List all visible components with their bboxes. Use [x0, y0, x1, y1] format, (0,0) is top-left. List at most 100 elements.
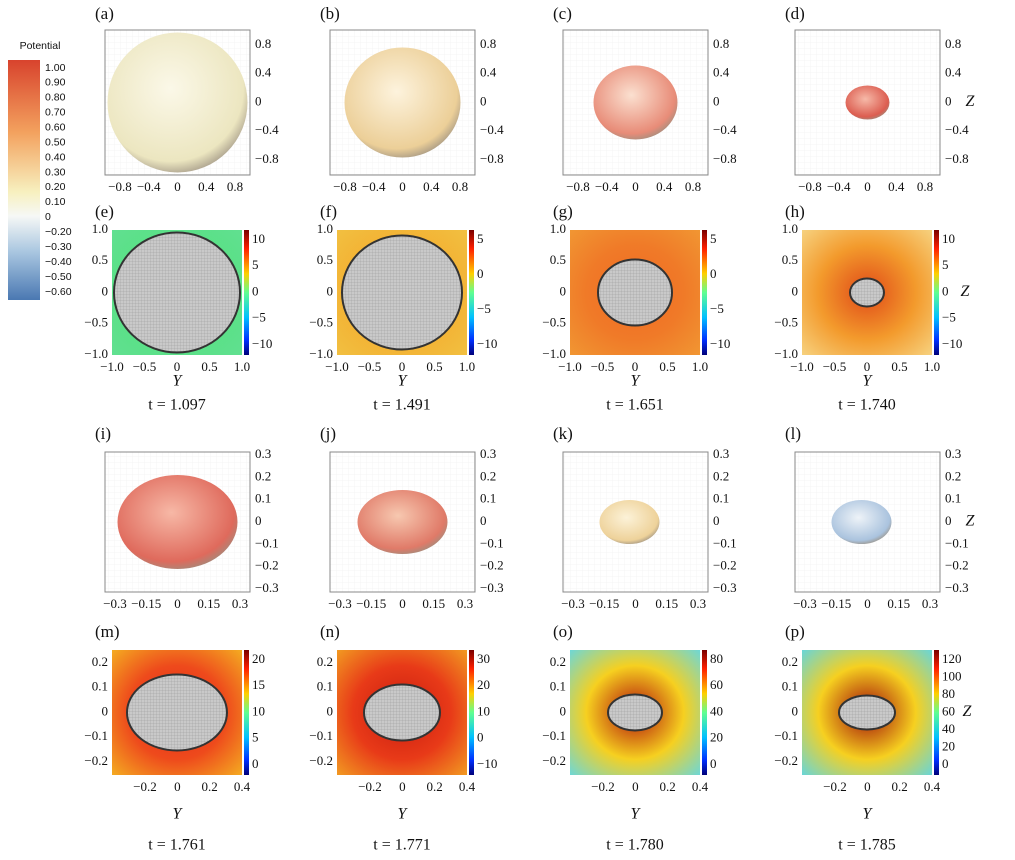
y-tick-label: 0 [560, 283, 567, 298]
x-tick-label: −0.2 [133, 779, 157, 794]
colorbar-tick-label: 5 [477, 231, 484, 246]
colorbar-tick-label: −10 [252, 336, 272, 351]
colorbar-tick-label: 60 [710, 677, 723, 692]
y-tick-label: −0.4 [713, 122, 737, 137]
x-tick-label: 0.15 [197, 596, 220, 611]
droplet [593, 65, 678, 140]
colorbar-tick-label: 0 [252, 756, 259, 771]
colorbar-tick-label: 15 [252, 677, 265, 692]
colorbar-label: 0 [45, 211, 51, 223]
time-label: t = 1.740 [838, 397, 895, 414]
y-tick-label: −0.2 [480, 558, 504, 573]
time-label: t = 1.491 [373, 397, 430, 414]
y-tick-label: 0 [102, 283, 109, 298]
y-tick-label: 1.0 [782, 221, 798, 236]
x-tick-label: 0 [632, 779, 639, 794]
y-tick-label: −0.1 [774, 728, 798, 743]
time-label: t = 1.780 [606, 837, 663, 854]
y-tick-label: −0.1 [309, 728, 333, 743]
y-tick-label: −0.4 [945, 122, 969, 137]
panel-label: (j) [320, 424, 336, 443]
colorbar-tick-label: 10 [942, 231, 955, 246]
colorbar-label: −0.60 [45, 286, 72, 298]
colorbar-tick-label: 20 [252, 651, 265, 666]
y-tick-label: 0.4 [945, 65, 962, 80]
x-tick-label: −0.3 [561, 596, 585, 611]
x-tick-label: −0.8 [798, 179, 822, 194]
x-tick-label: −0.2 [591, 779, 615, 794]
colorbar-tick-label: −5 [942, 310, 956, 325]
y-tick-label: −1.0 [84, 346, 108, 361]
axis-label: Y [863, 373, 874, 390]
y-tick-label: 0.4 [255, 65, 272, 80]
x-tick-label: −0.3 [793, 596, 817, 611]
x-tick-label: 0.4 [234, 779, 251, 794]
x-tick-label: 0.4 [692, 779, 709, 794]
colorbar-label: 0.70 [45, 107, 66, 119]
y-tick-label: 0 [327, 703, 334, 718]
y-tick-label: 0.5 [92, 252, 108, 267]
axis-label: Y [631, 373, 642, 390]
x-tick-label: 0.4 [423, 179, 440, 194]
y-tick-label: 0.2 [92, 654, 108, 669]
panel-label: (g) [553, 202, 573, 221]
panel-label: (l) [785, 424, 801, 443]
z-axis-label: Z [963, 703, 973, 720]
droplet-mesh [838, 694, 896, 731]
y-tick-label: 0.1 [713, 491, 729, 506]
y-tick-label: −0.8 [945, 151, 969, 166]
panel-label: (k) [553, 424, 573, 443]
x-tick-label: 0.15 [422, 596, 445, 611]
time-label: t = 1.785 [838, 837, 895, 854]
z-axis-label: Z [966, 93, 976, 110]
colorbar [934, 650, 939, 775]
x-tick-label: −0.8 [108, 179, 132, 194]
colorbar [469, 650, 474, 775]
x-tick-label: 0.3 [457, 596, 473, 611]
y-tick-label: −0.1 [84, 728, 108, 743]
y-tick-label: −0.3 [945, 580, 969, 595]
x-tick-label: 0.8 [685, 179, 701, 194]
colorbar [469, 230, 474, 355]
colorbar-label: 1.00 [45, 62, 66, 74]
colorbar-tick-label: 40 [710, 703, 723, 718]
y-tick-label: 0.2 [317, 654, 333, 669]
colorbar-label: −0.30 [45, 241, 72, 253]
x-tick-label: −0.5 [358, 359, 382, 374]
panel-label: (d) [785, 4, 805, 23]
panel-label: (o) [553, 622, 573, 641]
colorbar-tick-label: 5 [252, 257, 259, 272]
colorbar-tick-label: 0 [942, 283, 949, 298]
colorbar-title: Potential [20, 40, 61, 52]
droplet-mesh [341, 234, 463, 351]
y-tick-label: 0.2 [550, 654, 566, 669]
panel-label: (m) [95, 622, 120, 641]
colorbar-label: 0.50 [45, 136, 66, 148]
y-tick-label: −0.2 [309, 753, 333, 768]
y-tick-label: −0.8 [255, 151, 279, 166]
x-tick-label: 0.5 [659, 359, 675, 374]
y-tick-label: 0.1 [550, 679, 566, 694]
colorbar-tick-label: 120 [942, 651, 962, 666]
x-tick-label: −1.0 [558, 359, 582, 374]
y-tick-label: −0.3 [713, 580, 737, 595]
x-tick-label: 0.5 [891, 359, 907, 374]
colorbar-tick-label: 5 [942, 257, 949, 272]
y-tick-label: 0 [713, 513, 720, 528]
x-tick-label: 0 [632, 179, 639, 194]
y-tick-label: 0.8 [713, 36, 729, 51]
y-tick-label: 0 [792, 283, 799, 298]
y-tick-label: −0.1 [255, 535, 279, 550]
y-tick-label: 0.1 [317, 679, 333, 694]
x-tick-label: 0.5 [201, 359, 217, 374]
colorbar-tick-label: −5 [252, 310, 266, 325]
x-tick-label: 0 [632, 359, 639, 374]
x-tick-label: 0.8 [917, 179, 933, 194]
x-tick-label: 0.2 [427, 779, 443, 794]
axis-label: Y [398, 806, 409, 823]
droplet-mesh [113, 231, 241, 354]
colorbar-label: 0.90 [45, 77, 66, 89]
x-tick-label: 1.0 [924, 359, 940, 374]
x-tick-label: 0.15 [655, 596, 678, 611]
y-tick-label: −0.3 [255, 580, 279, 595]
